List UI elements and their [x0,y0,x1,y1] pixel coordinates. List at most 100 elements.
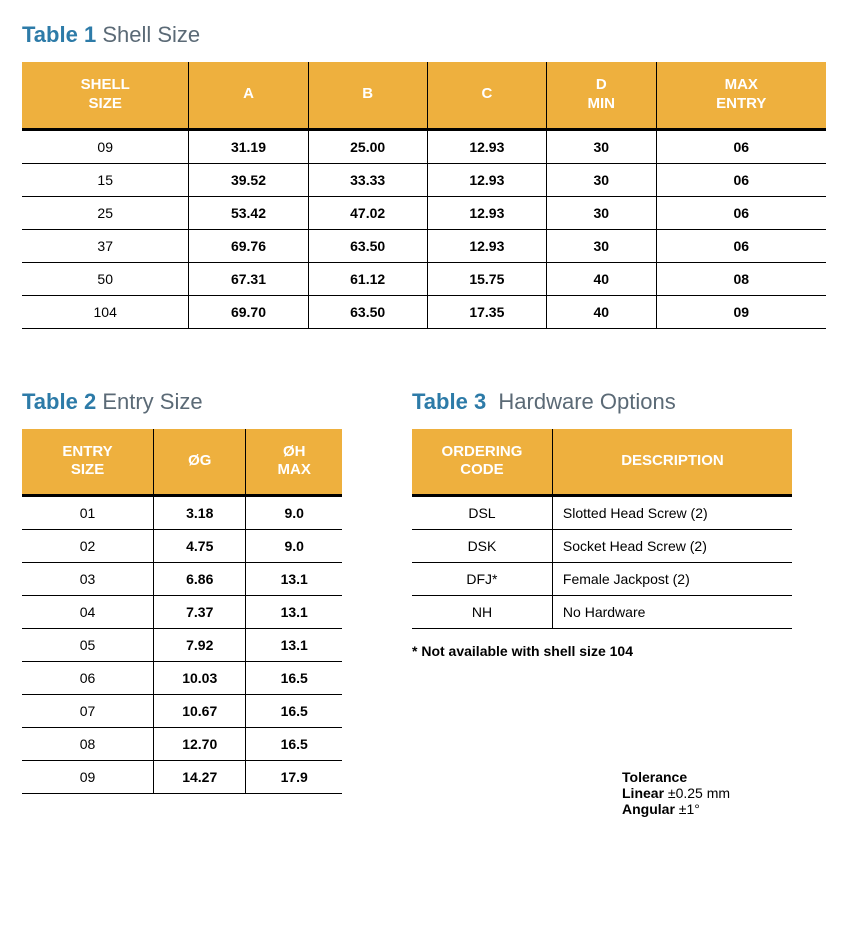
table-row: 024.759.0 [22,530,342,563]
table-cell: 14.27 [154,761,246,794]
hardware-options-table: ORDERINGCODEDESCRIPTION DSLSlotted Head … [412,429,792,630]
table-cell: 30 [546,229,656,262]
column-header: MAXENTRY [656,62,826,129]
table-cell: 08 [22,728,154,761]
column-header: ORDERINGCODE [412,429,552,496]
table-cell: 7.37 [154,596,246,629]
column-header: ØHMAX [246,429,342,496]
table-row: 5067.3161.1215.754008 [22,262,826,295]
table-cell: 09 [656,295,826,328]
table-cell: DSL [412,496,552,530]
table-cell: 04 [22,596,154,629]
table-cell: 3.18 [154,496,246,530]
shell-size-table: SHELLSIZEABCDMINMAXENTRY 0931.1925.0012.… [22,62,826,329]
table-cell: 39.52 [189,163,308,196]
column-header: ØG [154,429,246,496]
table-cell: 12.93 [427,196,546,229]
table1-name: Shell Size [102,22,200,47]
table-cell: 16.5 [246,695,342,728]
table-cell: 63.50 [308,229,427,262]
table-row: DFJ*Female Jackpost (2) [412,563,792,596]
column-header: ENTRYSIZE [22,429,154,496]
table-row: 10469.7063.5017.354009 [22,295,826,328]
table3-note: * Not available with shell size 104 [412,643,792,659]
table-row: 1539.5233.3312.933006 [22,163,826,196]
table-row: 0812.7016.5 [22,728,342,761]
table-cell: 12.93 [427,129,546,163]
table-row: 0914.2717.9 [22,761,342,794]
table-cell: 12.93 [427,163,546,196]
table-cell: 01 [22,496,154,530]
table-row: 013.189.0 [22,496,342,530]
table-cell: 61.12 [308,262,427,295]
table3-title: Table 3 Hardware Options [412,389,792,415]
tolerance-angular-label: Angular [622,801,675,817]
table-cell: 47.02 [308,196,427,229]
table-cell: 08 [656,262,826,295]
table-row: 0610.0316.5 [22,662,342,695]
table-cell: 6.86 [154,563,246,596]
table-cell: 104 [22,295,189,328]
column-header: SHELLSIZE [22,62,189,129]
table-cell: DFJ* [412,563,552,596]
table-cell: 06 [656,163,826,196]
table-cell: 13.1 [246,629,342,662]
table-cell: 30 [546,163,656,196]
table-cell: Female Jackpost (2) [552,563,792,596]
column-header: C [427,62,546,129]
table-row: DSKSocket Head Screw (2) [412,530,792,563]
table-row: 047.3713.1 [22,596,342,629]
table-cell: 25 [22,196,189,229]
tolerance-angular-value: ±1° [679,801,700,817]
table-cell: 10.03 [154,662,246,695]
table-cell: 06 [656,129,826,163]
table-cell: 13.1 [246,563,342,596]
table-cell: 50 [22,262,189,295]
tolerance-linear-label: Linear [622,785,664,801]
table-cell: 06 [656,229,826,262]
table-cell: 63.50 [308,295,427,328]
table-cell: 07 [22,695,154,728]
table-cell: 12.70 [154,728,246,761]
table-cell: NH [412,596,552,629]
table2-label: Table 2 [22,389,96,414]
table-cell: 06 [22,662,154,695]
table-cell: 12.93 [427,229,546,262]
column-header: B [308,62,427,129]
table-row: 0710.6716.5 [22,695,342,728]
table-row: 2553.4247.0212.933006 [22,196,826,229]
table-cell: Socket Head Screw (2) [552,530,792,563]
table2-name: Entry Size [102,389,202,414]
table-row: 057.9213.1 [22,629,342,662]
table-cell: 30 [546,196,656,229]
table-cell: 53.42 [189,196,308,229]
table2-title: Table 2 Entry Size [22,389,342,415]
table3-name: Hardware Options [498,389,675,414]
table-cell: 15.75 [427,262,546,295]
table-cell: 9.0 [246,530,342,563]
table-cell: 05 [22,629,154,662]
column-header: A [189,62,308,129]
table-cell: 33.33 [308,163,427,196]
table-cell: 67.31 [189,262,308,295]
table-cell: 4.75 [154,530,246,563]
column-header: DESCRIPTION [552,429,792,496]
table-cell: 40 [546,262,656,295]
tolerance-linear-value: ±0.25 mm [668,785,730,801]
table-row: 0931.1925.0012.933006 [22,129,826,163]
table-row: 3769.7663.5012.933006 [22,229,826,262]
table-cell: 03 [22,563,154,596]
tolerance-block: Tolerance Linear ±0.25 mm Angular ±1° [622,769,792,817]
table-cell: 16.5 [246,662,342,695]
table-row: NHNo Hardware [412,596,792,629]
table-cell: Slotted Head Screw (2) [552,496,792,530]
entry-size-table: ENTRYSIZEØGØHMAX 013.189.0024.759.0036.8… [22,429,342,795]
table-cell: 31.19 [189,129,308,163]
table-cell: 9.0 [246,496,342,530]
table-cell: 7.92 [154,629,246,662]
table-cell: 17.35 [427,295,546,328]
table1-label: Table 1 [22,22,96,47]
table-row: DSLSlotted Head Screw (2) [412,496,792,530]
table-row: 036.8613.1 [22,563,342,596]
table-cell: 25.00 [308,129,427,163]
